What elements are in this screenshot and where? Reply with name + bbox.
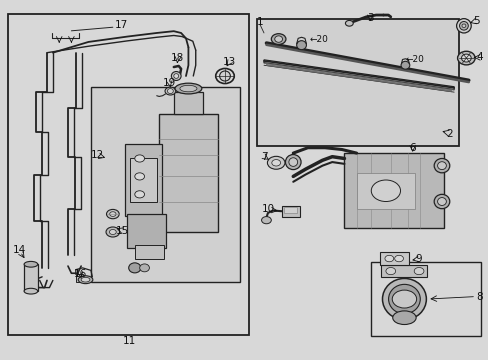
Text: 13: 13 [223, 57, 236, 67]
Ellipse shape [219, 71, 230, 81]
Ellipse shape [109, 212, 116, 216]
Ellipse shape [433, 194, 449, 209]
Ellipse shape [457, 51, 474, 65]
Bar [8, 14, 249, 335]
Ellipse shape [271, 34, 285, 44]
Ellipse shape [400, 61, 409, 69]
Ellipse shape [459, 22, 468, 30]
Bar [127, 214, 166, 248]
Polygon shape [266, 64, 451, 92]
Bar [379, 252, 408, 265]
Bar [284, 207, 296, 213]
Ellipse shape [106, 227, 120, 237]
Bar [159, 114, 217, 232]
Circle shape [385, 267, 395, 275]
Ellipse shape [456, 19, 470, 33]
Ellipse shape [285, 154, 301, 170]
Text: 7: 7 [260, 152, 267, 162]
Text: 14: 14 [13, 245, 26, 255]
Text: ←20: ←20 [308, 35, 327, 44]
Ellipse shape [167, 89, 173, 94]
Bar [135, 244, 163, 259]
Ellipse shape [109, 229, 116, 234]
Ellipse shape [437, 162, 446, 170]
Text: 6: 6 [408, 143, 415, 153]
Circle shape [135, 155, 144, 162]
Ellipse shape [437, 198, 446, 206]
Ellipse shape [81, 277, 90, 282]
Circle shape [391, 290, 416, 308]
Ellipse shape [173, 74, 178, 78]
Text: 9: 9 [415, 254, 422, 264]
Ellipse shape [461, 54, 470, 62]
Text: 11: 11 [123, 336, 136, 346]
Circle shape [135, 173, 144, 180]
Text: 16: 16 [74, 269, 87, 279]
Text: 1: 1 [256, 17, 263, 27]
Ellipse shape [296, 41, 306, 50]
Ellipse shape [24, 261, 38, 267]
Ellipse shape [261, 217, 271, 224]
Circle shape [413, 267, 423, 275]
Text: 12: 12 [91, 150, 104, 160]
Polygon shape [264, 60, 453, 90]
Text: 19: 19 [163, 78, 176, 88]
Text: 5: 5 [472, 16, 478, 26]
Text: 3: 3 [366, 13, 373, 23]
Bar [344, 153, 444, 228]
Circle shape [271, 159, 280, 166]
Bar [24, 264, 38, 291]
Circle shape [267, 156, 285, 169]
Ellipse shape [388, 284, 419, 314]
Ellipse shape [171, 72, 181, 81]
Ellipse shape [128, 263, 141, 273]
Text: 2: 2 [445, 129, 452, 139]
Bar [173, 92, 203, 114]
Ellipse shape [164, 87, 175, 95]
Bar [125, 144, 161, 216]
Ellipse shape [24, 288, 38, 294]
Ellipse shape [175, 83, 202, 94]
Bar [281, 206, 300, 217]
Bar [130, 158, 157, 202]
Ellipse shape [78, 276, 93, 284]
Ellipse shape [288, 158, 297, 166]
Ellipse shape [106, 210, 119, 219]
Ellipse shape [392, 311, 415, 324]
Ellipse shape [433, 158, 449, 173]
Text: 18: 18 [171, 53, 184, 63]
Text: 15: 15 [116, 226, 129, 236]
Ellipse shape [180, 85, 197, 92]
Circle shape [135, 191, 144, 198]
Text: 10: 10 [261, 204, 274, 215]
Bar [76, 274, 82, 282]
Ellipse shape [461, 24, 465, 28]
Ellipse shape [140, 264, 149, 272]
Circle shape [370, 180, 400, 202]
Bar [91, 87, 239, 282]
Text: ←20: ←20 [405, 55, 424, 64]
Circle shape [394, 255, 403, 262]
Circle shape [384, 255, 393, 262]
Ellipse shape [382, 278, 426, 320]
Ellipse shape [274, 36, 282, 42]
Ellipse shape [345, 21, 352, 26]
Bar [356, 173, 414, 209]
Bar [256, 19, 458, 146]
Text: 17: 17 [114, 20, 127, 30]
Bar [380, 265, 427, 277]
Bar [370, 262, 480, 336]
Text: 8: 8 [475, 292, 482, 302]
Text: 4: 4 [475, 52, 482, 62]
